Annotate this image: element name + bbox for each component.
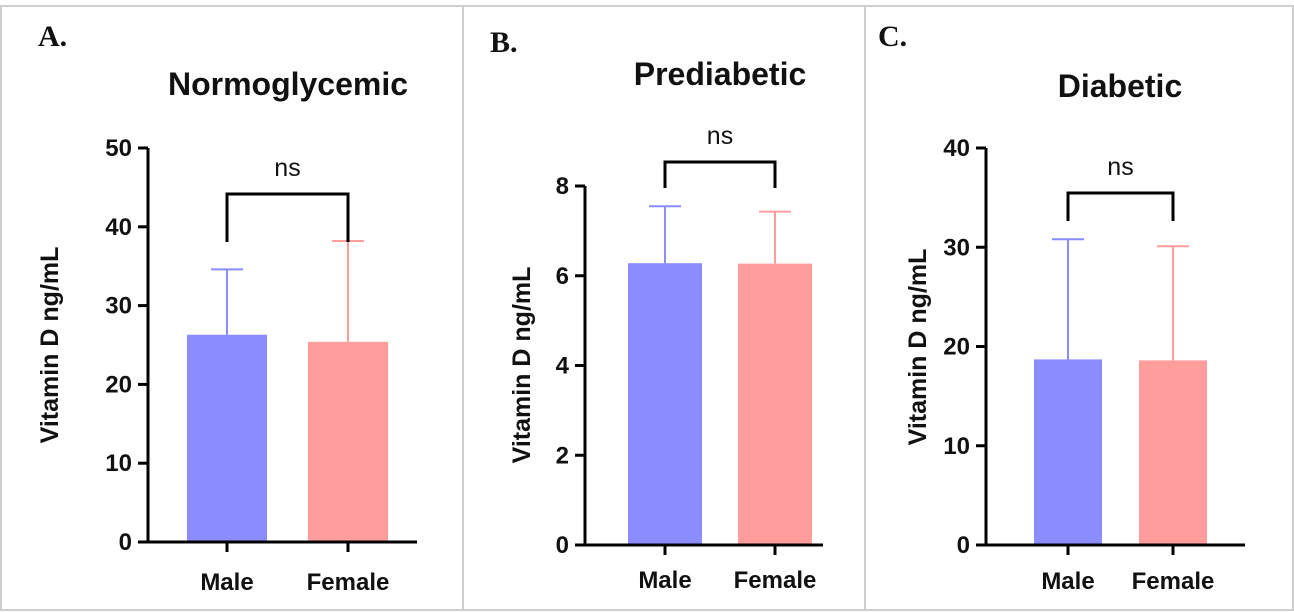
y-tick-label: 0: [556, 532, 569, 559]
y-tick-label: 6: [556, 263, 569, 290]
y-tick-label: 10: [105, 450, 132, 477]
y-tick-label: 50: [105, 135, 132, 162]
x-tick-label: Female: [307, 569, 390, 596]
x-tick-label: Male: [1041, 568, 1094, 595]
y-tick-label: 0: [957, 532, 970, 559]
y-tick-label: 40: [105, 214, 132, 241]
bar-female: [1139, 360, 1207, 545]
panel-a-letter: A.: [38, 20, 67, 53]
bar-male: [628, 263, 702, 545]
y-tick-label: 30: [943, 234, 970, 261]
y-tick-label: 20: [943, 334, 970, 361]
x-tick-label: Female: [1132, 568, 1215, 595]
panel-c-letter: C.: [878, 20, 907, 53]
bar-female: [738, 263, 812, 545]
panel-b: B. Prediabetic Vitamin D ng/mL Male Femal…: [490, 26, 823, 594]
significance-label: ns: [1107, 153, 1133, 181]
panel-b-title: Prediabetic: [634, 56, 807, 92]
panel-a: A. Normoglycemic Vitamin D ng/mL Male Fem…: [36, 20, 417, 596]
panel-a-title: Normoglycemic: [168, 66, 408, 102]
panel-c-title: Diabetic: [1058, 68, 1182, 104]
y-tick-label: 4: [556, 353, 570, 380]
x-tick-label: Female: [734, 567, 817, 594]
y-tick-label: 0: [119, 529, 132, 556]
panel-a-y-axis-label: Vitamin D ng/mL: [36, 247, 64, 444]
bar-female: [308, 341, 388, 542]
y-tick-label: 30: [105, 293, 132, 320]
significance-label: ns: [707, 122, 733, 150]
panel-c: C. Diabetic Vitamin D ng/mL Male Female 0 1…: [878, 20, 1245, 595]
y-tick-label: 8: [556, 173, 569, 200]
panel-c-y-axis-label: Vitamin D ng/mL: [904, 249, 932, 446]
x-tick-label: Male: [638, 567, 691, 594]
x-tick-label: Male: [200, 569, 253, 596]
significance-bracket: [225, 192, 350, 242]
y-tick-label: 40: [943, 135, 970, 162]
panel-b-y-axis-label: Vitamin D ng/mL: [508, 267, 536, 464]
significance-label: ns: [274, 154, 300, 182]
panel-frame: [0, 5, 464, 611]
significance-bracket: [663, 160, 777, 188]
panel-b-letter: B.: [490, 26, 518, 59]
bar-male: [1034, 359, 1102, 545]
y-tick-label: 10: [943, 433, 970, 460]
bar-male: [187, 334, 267, 542]
significance-bracket: [1066, 191, 1175, 221]
y-tick-label: 2: [556, 442, 569, 469]
y-tick-label: 20: [105, 371, 132, 398]
